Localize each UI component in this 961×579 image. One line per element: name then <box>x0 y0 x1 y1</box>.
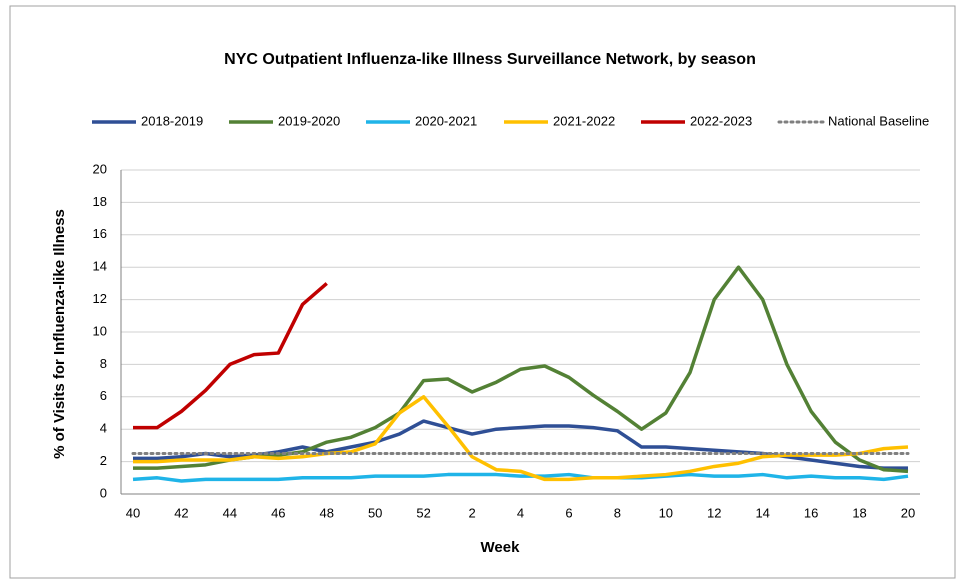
y-tick-label: 18 <box>93 194 107 209</box>
legend-label: 2019-2020 <box>278 113 340 128</box>
y-tick-label: 14 <box>93 259 107 274</box>
chart-title: NYC Outpatient Influenza-like Illness Su… <box>224 51 756 68</box>
x-tick-label: 44 <box>223 505 237 520</box>
legend-label: National Baseline <box>828 113 929 128</box>
y-tick-label: 6 <box>100 388 107 403</box>
x-tick-label: 48 <box>320 505 334 520</box>
y-tick-label: 0 <box>100 485 107 500</box>
legend-label: 2021-2022 <box>553 113 615 128</box>
x-tick-label: 42 <box>174 505 188 520</box>
x-tick-label: 2 <box>468 505 475 520</box>
x-tick-label: 4 <box>517 505 524 520</box>
y-axis-label: % of Visits for Influenza-like Illness <box>51 209 68 459</box>
y-tick-label: 2 <box>100 453 107 468</box>
x-tick-label: 46 <box>271 505 285 520</box>
y-tick-label: 4 <box>100 421 107 436</box>
y-tick-label: 20 <box>93 161 107 176</box>
x-tick-label: 10 <box>659 505 673 520</box>
y-tick-label: 10 <box>93 323 107 338</box>
legend-label: 2022-2023 <box>690 113 752 128</box>
x-axis-label: Week <box>481 539 521 556</box>
series-line <box>133 395 909 482</box>
legend-label: 2018-2019 <box>141 113 203 128</box>
y-tick-label: 16 <box>93 226 107 241</box>
x-tick-label: 18 <box>852 505 866 520</box>
x-tick-label: 14 <box>755 505 769 520</box>
series-line <box>132 472 909 483</box>
chart-frame <box>9 5 956 579</box>
x-tick-label: 50 <box>368 505 382 520</box>
legend-label: 2020-2021 <box>415 113 477 128</box>
x-tick-label: 40 <box>126 505 140 520</box>
x-tick-label: 6 <box>565 505 572 520</box>
y-tick-label: 8 <box>100 356 107 371</box>
x-tick-label: 16 <box>804 505 818 520</box>
x-tick-label: 12 <box>707 505 721 520</box>
y-tick-label: 12 <box>93 291 107 306</box>
x-tick-label: 20 <box>901 505 915 520</box>
series-line <box>133 282 328 430</box>
x-tick-label: 52 <box>416 505 430 520</box>
x-tick-label: 8 <box>614 505 621 520</box>
